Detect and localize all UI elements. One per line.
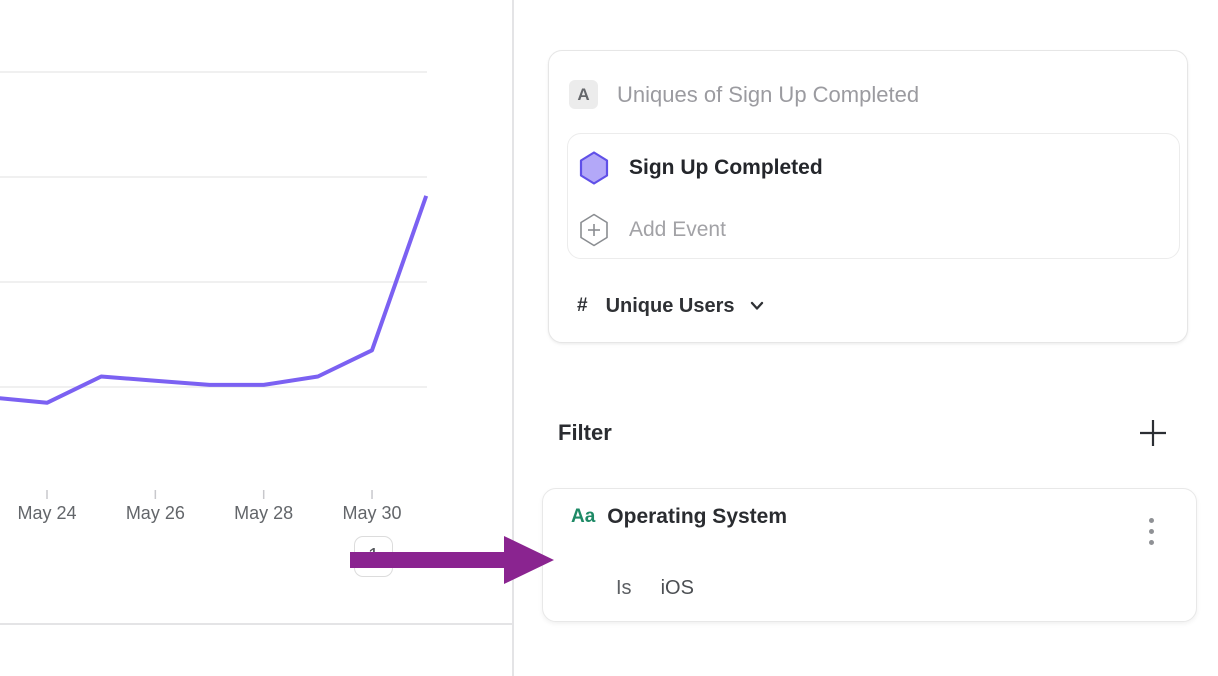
chevron-down-icon [750, 301, 763, 310]
filter-property-name[interactable]: Operating System [607, 505, 788, 528]
filter-heading: Filter [558, 420, 612, 445]
line-chart [0, 71, 429, 499]
x-axis-label: May 26 [125, 503, 185, 523]
metric-row: A Uniques of Sign Up Completed [569, 80, 919, 109]
metric-label: Uniques of Sign Up Completed [617, 81, 920, 107]
filter-operator[interactable]: Is [616, 576, 632, 599]
x-axis-label: May 30 [342, 503, 402, 523]
panel-divider [512, 0, 514, 676]
hexagon-icon [579, 151, 609, 185]
plus-icon [1140, 420, 1166, 446]
x-axis-label: May 28 [234, 503, 294, 523]
event-name: Sign Up Completed [629, 156, 823, 179]
event-card: Sign Up Completed Add Event [567, 133, 1180, 259]
add-event-button[interactable]: Add Event [579, 212, 726, 248]
measurement-label: Unique Users [605, 294, 735, 317]
add-event-label: Add Event [629, 218, 726, 241]
event-row[interactable]: Sign Up Completed [579, 150, 823, 186]
filter-property-row: Aa Operating System [571, 499, 787, 535]
number-type-icon: # [577, 295, 588, 316]
filter-value[interactable]: iOS [660, 576, 694, 599]
add-filter-button[interactable] [1136, 417, 1170, 451]
query-builder-card: A Uniques of Sign Up Completed Sign Up C… [548, 50, 1188, 343]
string-property-icon: Aa [571, 506, 596, 527]
kebab-menu-icon[interactable] [1140, 513, 1162, 549]
x-axis-label: May 24 [17, 503, 77, 523]
chart-panel-bottom-border [0, 623, 513, 625]
series-a-badge: A [569, 80, 598, 109]
arrow-right-icon [350, 536, 554, 584]
measurement-selector[interactable]: # Unique Users [577, 291, 767, 321]
series-line [0, 195, 429, 405]
filter-condition-row: Is iOS [616, 575, 694, 601]
x-axis-labels: May 24 May 26 May 28 May 30 [0, 503, 513, 529]
filter-card: Aa Operating System Is iOS [542, 488, 1197, 622]
hexagon-plus-icon [580, 213, 608, 247]
